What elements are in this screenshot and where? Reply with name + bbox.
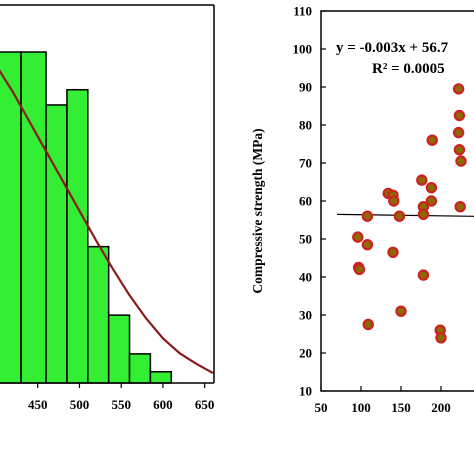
x-tick-label: 150	[391, 400, 411, 415]
y-tick-label: 60	[299, 194, 312, 209]
histogram-bar	[66, 88, 89, 384]
scatter-point	[362, 318, 374, 331]
y-tick-label: 70	[299, 156, 312, 171]
histogram-panel: 450 500 550 600 650	[0, 4, 215, 412]
r-squared-label: R² = 0.0005	[372, 61, 445, 77]
scatter-point	[454, 200, 466, 213]
y-tick-label: 30	[299, 308, 312, 323]
x-tick-label: 650	[195, 397, 215, 412]
scatter-point	[352, 231, 364, 243]
y-tick-label: 80	[299, 118, 312, 133]
scatter-point	[393, 210, 406, 222]
histogram-bar	[128, 353, 152, 384]
x-tick-label: 600	[153, 397, 173, 412]
fitted-curve	[0, 69, 214, 375]
histogram-bar	[45, 104, 68, 384]
scatter-point	[452, 126, 465, 139]
scatter-point	[417, 208, 430, 220]
scatter-point	[388, 195, 400, 207]
scatter-panel: 10 20 30 40 50 60 70 80 90 100 110 50 100 150 200 y = …	[250, 4, 474, 416]
scatter-ticks: 10 20 30 40 50 60 70 80 90 100 110 50 100 150 200	[293, 4, 451, 416]
histogram-bar	[87, 245, 110, 384]
scatter-point	[452, 83, 465, 95]
histogram-bar	[107, 314, 131, 384]
trendline-equation: y = -0.003x + 56.7	[336, 40, 449, 56]
y-tick-label: 20	[299, 346, 312, 361]
scatter-point	[417, 269, 430, 281]
histogram-bars	[0, 51, 173, 384]
scatter-point	[425, 181, 438, 194]
x-tick-label: 450	[28, 397, 48, 412]
y-tick-label: 10	[299, 384, 312, 399]
histogram-x-ticks: 450 500 550 600 650	[28, 383, 214, 412]
y-tick-label: 100	[293, 42, 313, 57]
scatter-point	[453, 109, 466, 122]
x-tick-label: 200	[431, 400, 451, 415]
scatter-point	[425, 195, 438, 207]
scatter-point	[353, 263, 366, 276]
y-axis-title: Compressive strength (MPa)	[250, 128, 265, 293]
scatter-point	[387, 246, 399, 258]
scatter-point	[361, 238, 374, 251]
y-tick-label: 40	[299, 270, 312, 285]
scatter-point	[453, 143, 466, 156]
y-tick-label: 50	[299, 232, 312, 247]
scatter-point	[455, 155, 467, 167]
scatter-point	[395, 305, 407, 317]
x-tick-label: 550	[111, 397, 131, 412]
y-tick-label: 90	[299, 80, 312, 95]
trendline	[336, 213, 474, 217]
y-tick-label: 110	[293, 4, 312, 19]
scatter-point	[361, 210, 374, 222]
x-tick-label: 50	[315, 400, 328, 415]
scatter-point	[416, 174, 428, 186]
scatter-points	[352, 83, 467, 344]
scatter-point	[435, 332, 447, 344]
x-tick-label: 100	[351, 400, 371, 415]
x-tick-label: 500	[70, 397, 90, 412]
histogram-bar	[20, 51, 47, 384]
histogram-bar	[149, 370, 173, 384]
scatter-point	[426, 134, 438, 146]
